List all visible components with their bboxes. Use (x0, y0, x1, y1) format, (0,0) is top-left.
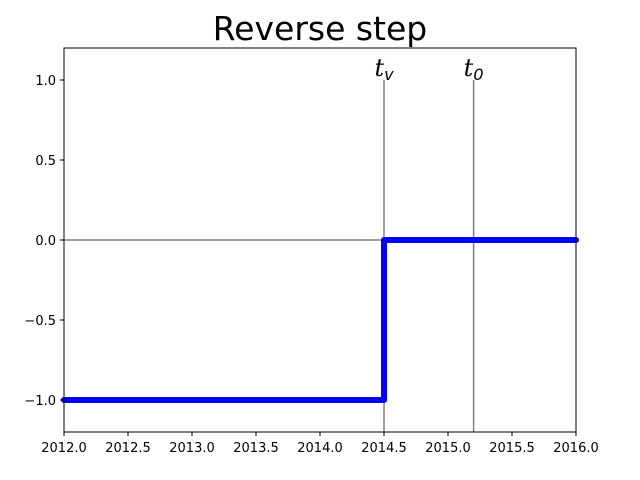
y-axis-ticks: −1.0 −0.5 0.0 0.5 1.0 (24, 74, 64, 409)
y-tick-label: 0.5 (35, 154, 56, 169)
vertical-line-labels: tv t0 (374, 54, 483, 84)
x-tick-label: 2013.5 (233, 441, 279, 456)
y-tick-label: −1.0 (24, 394, 56, 409)
chart-title: Reverse step (213, 9, 428, 48)
x-tick-label: 2014.0 (297, 441, 343, 456)
x-tick-label: 2015.5 (489, 441, 535, 456)
y-tick-label: −0.5 (24, 314, 56, 329)
series-line-0 (61, 237, 579, 403)
y-tick-label: 0.0 (35, 234, 56, 249)
vertical-line-label-2: t0 (464, 54, 484, 84)
x-tick-label: 2014.5 (361, 441, 407, 456)
x-tick-label: 2015.0 (425, 441, 471, 456)
vertical-line-label-1: tv (374, 54, 394, 84)
x-axis-ticks: 2012.0 2012.5 2013.0 2013.5 2014.0 2014.5 2015… (41, 432, 599, 456)
x-tick-label: 2012.5 (105, 441, 151, 456)
vertical-line-label-sub-2: 0 (473, 65, 483, 84)
x-tick-label: 2012.0 (41, 441, 87, 456)
x-tick-label: 2016.0 (553, 441, 599, 456)
vertical-line-label-sub-1: v (384, 65, 394, 84)
series-layer (61, 237, 579, 403)
y-tick-label: 1.0 (35, 74, 56, 89)
vertical-line-label-main-2: t (464, 54, 474, 82)
x-tick-label: 2013.0 (169, 441, 215, 456)
vertical-line-label-main-1: t (374, 54, 384, 82)
reference-lines (64, 80, 576, 432)
